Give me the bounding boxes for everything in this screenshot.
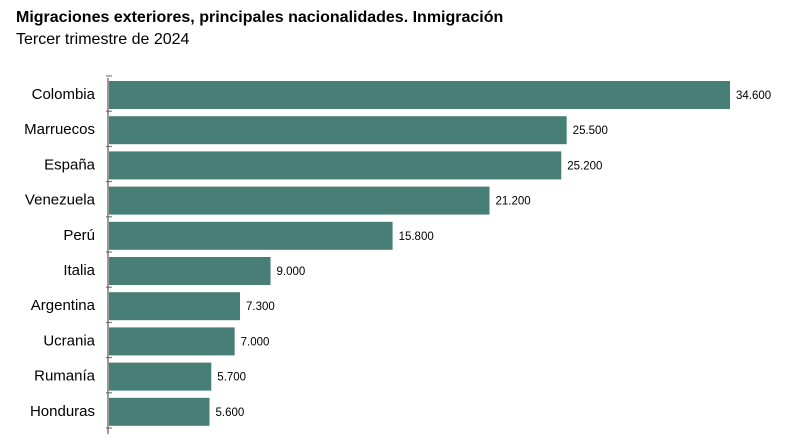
bar bbox=[109, 221, 393, 250]
data-label: 15.800 bbox=[399, 231, 434, 243]
category-label: Venezuela bbox=[25, 192, 96, 209]
data-label: 34.600 bbox=[736, 90, 771, 102]
bar bbox=[109, 292, 241, 321]
category-label: Rumanía bbox=[34, 368, 96, 385]
data-label: 21.200 bbox=[495, 196, 530, 208]
bar bbox=[109, 257, 271, 285]
data-label: 5.600 bbox=[216, 407, 245, 419]
data-label: 5.700 bbox=[217, 372, 246, 384]
bar bbox=[109, 186, 490, 215]
bar bbox=[109, 362, 212, 391]
bars-layer: Colombia 34.600 Marruecos 25.500 España 25.20… bbox=[24, 75, 771, 434]
data-label: 25.200 bbox=[567, 160, 602, 172]
category-label: Italia bbox=[63, 262, 95, 279]
category-label: Perú bbox=[63, 227, 95, 244]
bar bbox=[109, 116, 567, 145]
category-label: Ucrania bbox=[43, 332, 95, 349]
data-label: 9.000 bbox=[277, 266, 306, 278]
data-label: 7.000 bbox=[241, 336, 270, 348]
category-label: Argentina bbox=[31, 297, 96, 314]
chart-subtitle: Tercer trimestre de 2024 bbox=[16, 31, 190, 48]
category-label: España bbox=[44, 156, 96, 173]
bar bbox=[109, 151, 562, 180]
data-label: 25.500 bbox=[573, 125, 608, 137]
category-label: Marruecos bbox=[24, 121, 95, 138]
chart-title: Migraciones exteriores, principales naci… bbox=[16, 9, 504, 26]
data-label: 7.300 bbox=[246, 301, 275, 313]
bar bbox=[109, 81, 730, 109]
bar bbox=[109, 397, 210, 426]
bar bbox=[109, 327, 235, 356]
category-label: Honduras bbox=[30, 403, 95, 420]
category-label: Colombia bbox=[32, 86, 96, 103]
